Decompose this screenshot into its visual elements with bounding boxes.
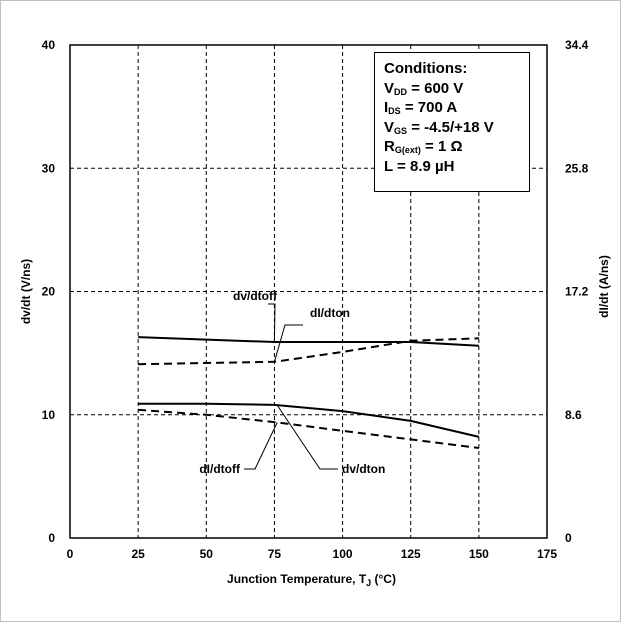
condition-vdd-sub: DD: [394, 86, 408, 97]
x-tick-label: 50: [200, 547, 214, 561]
y-tick-label: 10: [42, 408, 56, 422]
condition-l: L = 8.9 µH: [384, 157, 529, 177]
y2-tick-label: 17.2: [565, 285, 589, 299]
x-tick-label: 125: [401, 547, 421, 561]
condition-vgs-symbol: V: [384, 118, 395, 136]
annotation-label-di-dtoff: dI/dtoff: [199, 462, 241, 476]
annotation-leader-line: [273, 324, 303, 362]
plot-area-frame: [69, 44, 548, 539]
annotation-leader-line: [244, 422, 278, 470]
x-tick-label: 100: [333, 547, 353, 561]
annotation-leader-line: [276, 404, 338, 470]
condition-rg-value: = 1 Ω: [420, 138, 463, 155]
y-axis-title: dv/dt (V/ns): [19, 259, 33, 324]
condition-vgs-sub: GS: [394, 125, 408, 136]
x-tick-label: 175: [537, 547, 557, 561]
x-axis-title-main: Junction Temperature, T: [227, 572, 367, 586]
x-axis-title-suffix: (°C): [371, 572, 396, 586]
conditions-box: Conditions: VDD = 600 V IDS = 700 A VGS …: [374, 52, 530, 192]
y2-tick-label: 34.4: [565, 38, 589, 52]
annotation-label-di-dton: dI/dton: [310, 306, 350, 320]
y-tick-label: 30: [42, 161, 56, 175]
condition-rg-sub: G(ext): [394, 145, 421, 155]
y2-tick-label: 8.6: [565, 408, 582, 422]
y2-tick-label: 25.8: [565, 161, 589, 175]
x-tick-label: 150: [469, 547, 489, 561]
x-tick-label: 75: [268, 547, 282, 561]
x-axis-title: Junction Temperature, TJ (°C): [227, 572, 396, 588]
x-tick-label: 25: [131, 547, 145, 561]
conditions-title: Conditions:: [384, 60, 468, 77]
annotations: dv/dtoff dI/dton dI/dtoff dv/dton: [199, 289, 385, 476]
condition-l-value: L = 8.9 µH: [384, 157, 455, 175]
x-axis-title-sub: J: [366, 578, 371, 588]
series-line-di-dton: [138, 337, 479, 366]
grid-lines: [70, 45, 547, 538]
condition-vdd-value: = 600 V: [407, 79, 464, 97]
condition-ids-value: = 700 A: [400, 99, 458, 116]
condition-ids: IDS = 700 A: [384, 98, 529, 118]
x-tick-label: 0: [67, 547, 74, 561]
y-tick-label: 20: [42, 285, 56, 299]
annotation-leader-line: [268, 303, 276, 343]
condition-ids-sub: DS: [388, 106, 401, 116]
y2-axis-title: dI/dt (A/ns): [597, 255, 611, 318]
series-line-dv-dtoff: [138, 336, 479, 347]
condition-rg-symbol: R: [384, 138, 395, 155]
condition-ids-symbol: I: [384, 99, 389, 116]
tick-labels: 0 25 50 75 100 125 150 175 0 10 20 30 40 0 8.6 17.2 25.8…: [42, 38, 589, 561]
condition-vgs: VGS = -4.5/+18 V: [384, 118, 529, 138]
y2-tick-label: 0: [565, 531, 572, 545]
condition-vdd: VDD = 600 V: [384, 79, 529, 99]
condition-vgs-value: = -4.5/+18 V: [407, 118, 494, 136]
condition-rg: RG(ext) = 1 Ω: [384, 137, 529, 157]
series-line-di-dtoff: [138, 408, 480, 449]
y-tick-label: 0: [48, 531, 55, 545]
condition-vdd-symbol: V: [384, 79, 395, 97]
series-layer: [138, 336, 480, 449]
series-line-dv-dton: [138, 402, 480, 438]
y-tick-label: 40: [42, 38, 56, 52]
annotation-label-dv-dton: dv/dton: [342, 462, 385, 476]
annotation-label-dv-dtoff: dv/dtoff: [233, 289, 278, 303]
